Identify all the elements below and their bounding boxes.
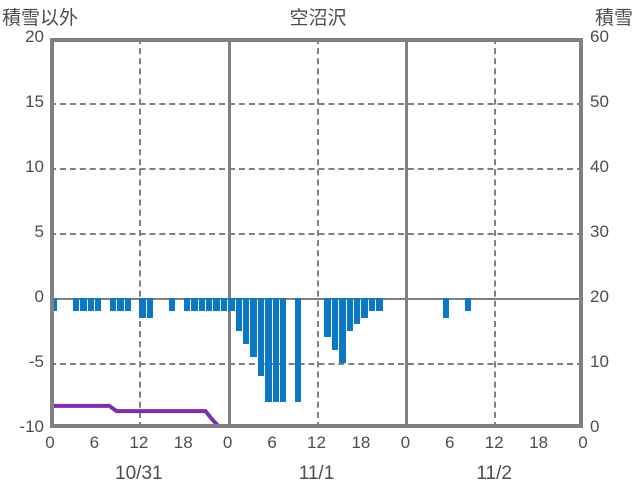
right-axis-title: 積雪 bbox=[594, 8, 633, 29]
bar bbox=[442, 298, 450, 318]
bar bbox=[331, 298, 339, 350]
gridline-vertical bbox=[138, 38, 141, 428]
x-axis-tick: 0 bbox=[45, 433, 55, 452]
bar bbox=[279, 298, 287, 402]
x-axis-tick: 6 bbox=[445, 433, 455, 452]
bar bbox=[205, 298, 213, 311]
gridline-day-boundary bbox=[227, 38, 231, 428]
x-axis-tick: 6 bbox=[267, 433, 277, 452]
x-axis-tick: 0 bbox=[578, 433, 588, 452]
snow-depth-line bbox=[50, 403, 583, 428]
bar bbox=[324, 298, 331, 337]
bar bbox=[146, 298, 154, 318]
x-axis-tick: 0 bbox=[222, 433, 233, 452]
x-axis-tick: 12 bbox=[484, 433, 504, 452]
bar bbox=[376, 298, 383, 311]
left-axis-tick: 20 bbox=[25, 27, 44, 46]
chart-title: 空沼沢 bbox=[289, 8, 347, 29]
left-axis-tick: 10 bbox=[25, 157, 44, 176]
x-axis-tick: 18 bbox=[351, 433, 371, 452]
right-axis-tick: 20 bbox=[590, 287, 609, 306]
x-axis-tick: 0 bbox=[400, 433, 411, 452]
right-axis-tick: 30 bbox=[590, 222, 609, 241]
bar bbox=[250, 298, 257, 357]
left-axis-tick: 5 bbox=[34, 222, 44, 241]
bar bbox=[228, 298, 235, 311]
right-axis-tick: 50 bbox=[590, 92, 609, 111]
x-axis-tick: 12 bbox=[129, 433, 149, 452]
gridline-vertical bbox=[494, 38, 497, 428]
right-axis-tick: 60 bbox=[590, 27, 609, 46]
bar bbox=[465, 298, 472, 311]
plot-area bbox=[50, 38, 583, 428]
left-axis-tick: -10 bbox=[19, 417, 44, 436]
day-label: 10/31 bbox=[115, 463, 163, 484]
day-label: 11/2 bbox=[476, 463, 512, 484]
bar bbox=[87, 298, 94, 311]
bar bbox=[272, 298, 279, 402]
x-axis-tick: 18 bbox=[529, 433, 549, 452]
left-axis-tick: 15 bbox=[25, 92, 44, 111]
bar bbox=[354, 298, 361, 324]
x-axis-tick: 6 bbox=[89, 433, 100, 452]
bar bbox=[117, 298, 124, 311]
bar bbox=[257, 298, 265, 376]
bar bbox=[191, 298, 198, 311]
left-axis-tick: 0 bbox=[34, 287, 44, 306]
bar bbox=[124, 298, 131, 311]
right-axis-tick: 10 bbox=[590, 352, 609, 371]
gridline-vertical bbox=[316, 38, 319, 428]
bar bbox=[94, 298, 102, 311]
bar bbox=[368, 298, 376, 311]
bar bbox=[80, 298, 87, 311]
x-axis-tick: 12 bbox=[307, 433, 326, 452]
bar bbox=[198, 298, 205, 311]
x-axis-tick: 18 bbox=[173, 433, 193, 452]
right-axis-tick: 40 bbox=[590, 157, 609, 176]
bar bbox=[183, 298, 191, 311]
bar bbox=[109, 298, 117, 311]
bar bbox=[213, 298, 220, 311]
left-axis-title: 積雪以外 bbox=[2, 8, 79, 29]
bar bbox=[294, 298, 302, 402]
bar bbox=[72, 298, 80, 311]
bar bbox=[139, 298, 146, 318]
gridline-day-boundary bbox=[405, 38, 409, 428]
bar bbox=[235, 298, 242, 331]
bar bbox=[242, 298, 250, 344]
left-axis-tick: -5 bbox=[28, 352, 44, 371]
bar bbox=[265, 298, 272, 402]
bar bbox=[346, 298, 353, 331]
day-label: 11/1 bbox=[298, 463, 335, 484]
right-axis-tick: 0 bbox=[590, 417, 600, 436]
bar bbox=[168, 298, 176, 311]
bar bbox=[361, 298, 368, 318]
bar bbox=[339, 298, 346, 363]
bar bbox=[220, 298, 228, 311]
